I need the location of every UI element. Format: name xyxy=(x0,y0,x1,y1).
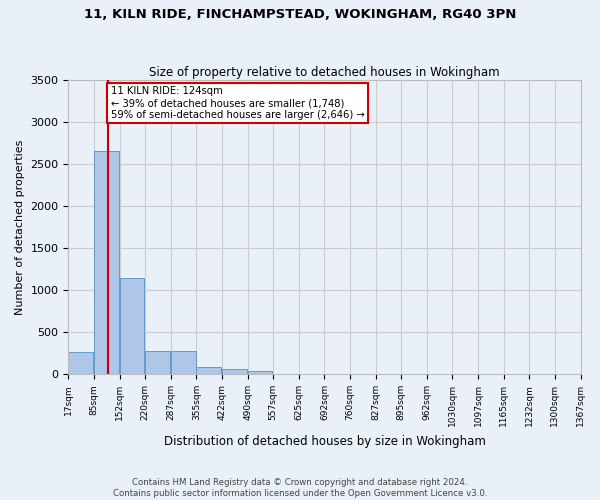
Bar xyxy=(68,352,93,374)
Title: Size of property relative to detached houses in Wokingham: Size of property relative to detached ho… xyxy=(149,66,500,78)
Bar xyxy=(171,351,196,374)
Bar xyxy=(119,278,145,374)
Bar xyxy=(94,151,119,374)
X-axis label: Distribution of detached houses by size in Wokingham: Distribution of detached houses by size … xyxy=(164,434,485,448)
Bar xyxy=(248,371,272,374)
Y-axis label: Number of detached properties: Number of detached properties xyxy=(15,140,25,314)
Bar xyxy=(196,366,221,374)
Bar xyxy=(145,350,170,374)
Text: Contains HM Land Registry data © Crown copyright and database right 2024.
Contai: Contains HM Land Registry data © Crown c… xyxy=(113,478,487,498)
Text: 11, KILN RIDE, FINCHAMPSTEAD, WOKINGHAM, RG40 3PN: 11, KILN RIDE, FINCHAMPSTEAD, WOKINGHAM,… xyxy=(84,8,516,20)
Text: 11 KILN RIDE: 124sqm
← 39% of detached houses are smaller (1,748)
59% of semi-de: 11 KILN RIDE: 124sqm ← 39% of detached h… xyxy=(110,86,364,120)
Bar xyxy=(222,369,247,374)
